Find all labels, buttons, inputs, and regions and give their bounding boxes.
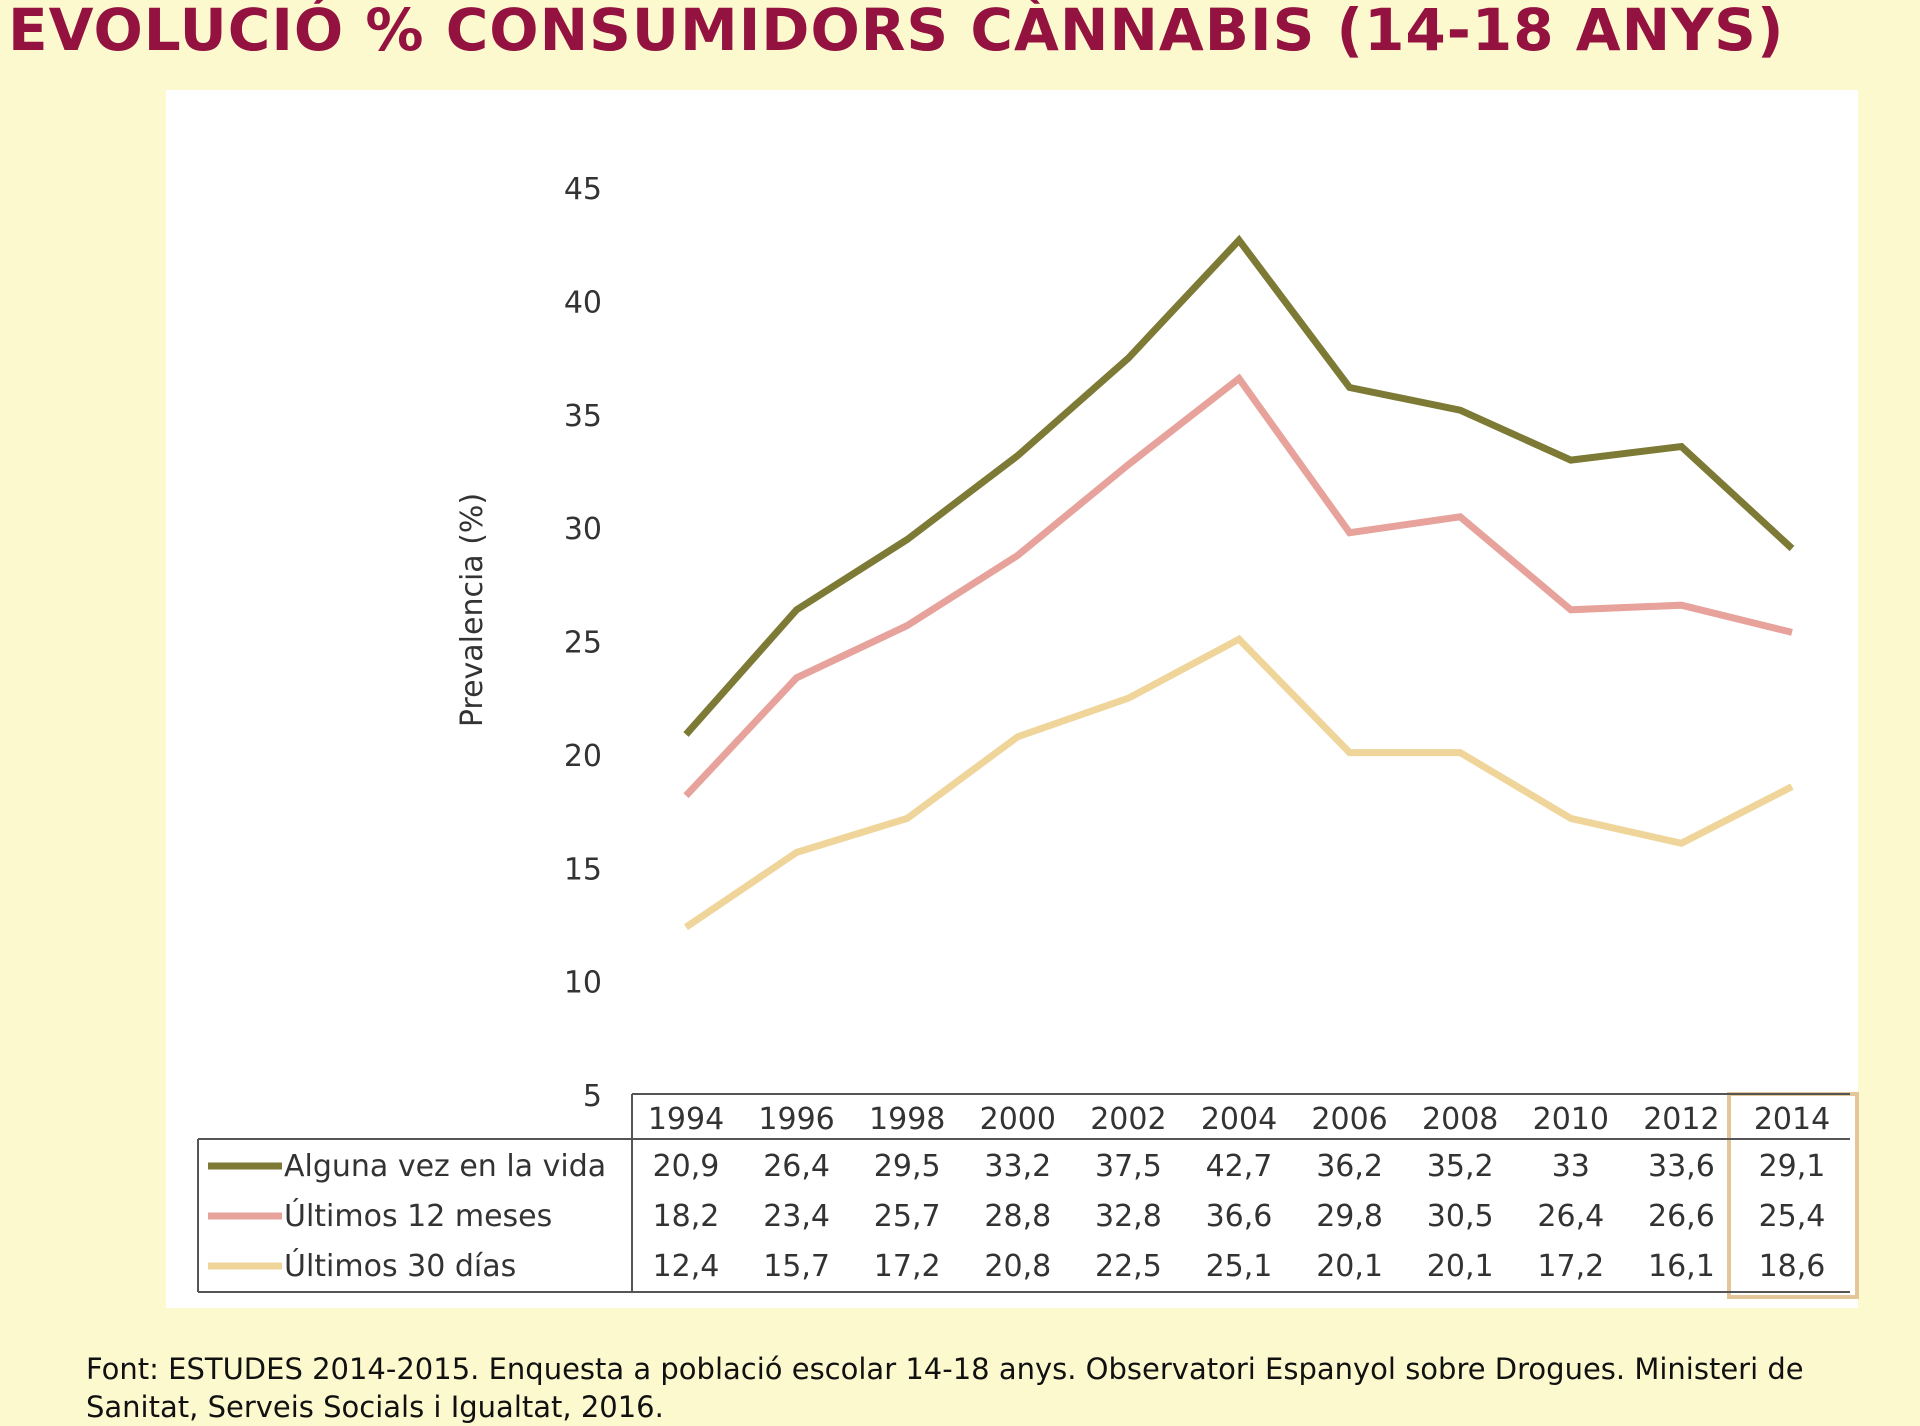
data-label: 30,5 xyxy=(1427,1199,1494,1234)
data-label: 25,7 xyxy=(874,1199,941,1234)
x-tick-label: 2004 xyxy=(1201,1102,1277,1137)
data-label: 36,2 xyxy=(1316,1149,1383,1184)
chart-panel xyxy=(166,90,1858,1308)
data-label: 36,6 xyxy=(1206,1199,1273,1234)
data-label: 29,1 xyxy=(1759,1149,1826,1184)
data-label: 29,8 xyxy=(1316,1199,1383,1234)
x-tick-label: 2012 xyxy=(1643,1102,1719,1137)
x-tick-label: 1994 xyxy=(648,1102,724,1137)
source-note: Font: ESTUDES 2014-2015. Enquesta a pobl… xyxy=(86,1352,1804,1424)
data-label: 42,7 xyxy=(1206,1149,1273,1184)
data-label: 17,2 xyxy=(1537,1249,1604,1284)
x-tick-label: 1996 xyxy=(758,1102,834,1137)
legend-label-1: Alguna vez en la vida xyxy=(284,1149,606,1184)
data-label: 29,5 xyxy=(874,1149,941,1184)
data-label: 25,1 xyxy=(1206,1249,1273,1284)
data-label: 25,4 xyxy=(1759,1199,1826,1234)
y-tick-label: 25 xyxy=(564,626,602,661)
data-label: 22,5 xyxy=(1095,1249,1162,1284)
series-line-1 xyxy=(683,234,1795,737)
data-label: 20,9 xyxy=(653,1149,720,1184)
data-label: 26,4 xyxy=(1537,1199,1604,1234)
data-label: 33,2 xyxy=(984,1149,1051,1184)
data-label: 33 xyxy=(1552,1149,1590,1184)
data-label: 26,6 xyxy=(1648,1199,1715,1234)
data-label: 33,6 xyxy=(1648,1149,1715,1184)
data-label: 12,4 xyxy=(653,1249,720,1284)
data-label: 20,1 xyxy=(1316,1249,1383,1284)
data-label: 20,8 xyxy=(984,1249,1051,1284)
data-label: 35,2 xyxy=(1427,1149,1494,1184)
data-label: 15,7 xyxy=(763,1249,830,1284)
y-tick-label: 35 xyxy=(564,399,602,434)
data-label: 32,8 xyxy=(1095,1199,1162,1234)
data-label: 28,8 xyxy=(984,1199,1051,1234)
y-tick-label: 30 xyxy=(564,512,602,547)
line-chart: 5 10 15 20 25 30 35 40 45 Prevalencia (%) 1994 1996… xyxy=(197,172,1859,1299)
legend-label-2: Últimos 12 meses xyxy=(284,1197,552,1234)
x-tick-label: 2000 xyxy=(980,1102,1056,1137)
y-axis-label: Prevalencia (%) xyxy=(455,493,490,727)
series-line-3 xyxy=(684,634,1794,931)
series-line-2 xyxy=(683,373,1793,799)
legend-label-3: Últimos 30 días xyxy=(284,1247,516,1284)
y-tick-label: 20 xyxy=(564,739,602,774)
y-tick-label: 10 xyxy=(564,966,602,1001)
y-tick-label: 40 xyxy=(564,285,602,320)
data-label: 18,2 xyxy=(653,1199,720,1234)
data-label: 26,4 xyxy=(763,1149,830,1184)
y-tick-label: 5 xyxy=(583,1079,602,1114)
data-label: 17,2 xyxy=(874,1249,941,1284)
data-label: 37,5 xyxy=(1095,1149,1162,1184)
data-label: 23,4 xyxy=(763,1199,830,1234)
x-tick-label: 2008 xyxy=(1422,1102,1498,1137)
x-tick-label: 2014 xyxy=(1754,1102,1830,1137)
x-tick-label: 1998 xyxy=(869,1102,945,1137)
y-tick-label: 15 xyxy=(564,852,602,887)
x-tick-label: 2002 xyxy=(1090,1102,1166,1137)
data-label: 20,1 xyxy=(1427,1249,1494,1284)
data-label: 16,1 xyxy=(1648,1249,1715,1284)
x-tick-label: 2006 xyxy=(1311,1102,1387,1137)
x-tick-label: 2010 xyxy=(1533,1102,1609,1137)
y-tick-label: 45 xyxy=(564,172,602,207)
page-title: EVOLUCIÓ % CONSUMIDORS CÀNNABIS (14-18 A… xyxy=(8,0,1785,64)
data-label: 18,6 xyxy=(1759,1249,1826,1284)
